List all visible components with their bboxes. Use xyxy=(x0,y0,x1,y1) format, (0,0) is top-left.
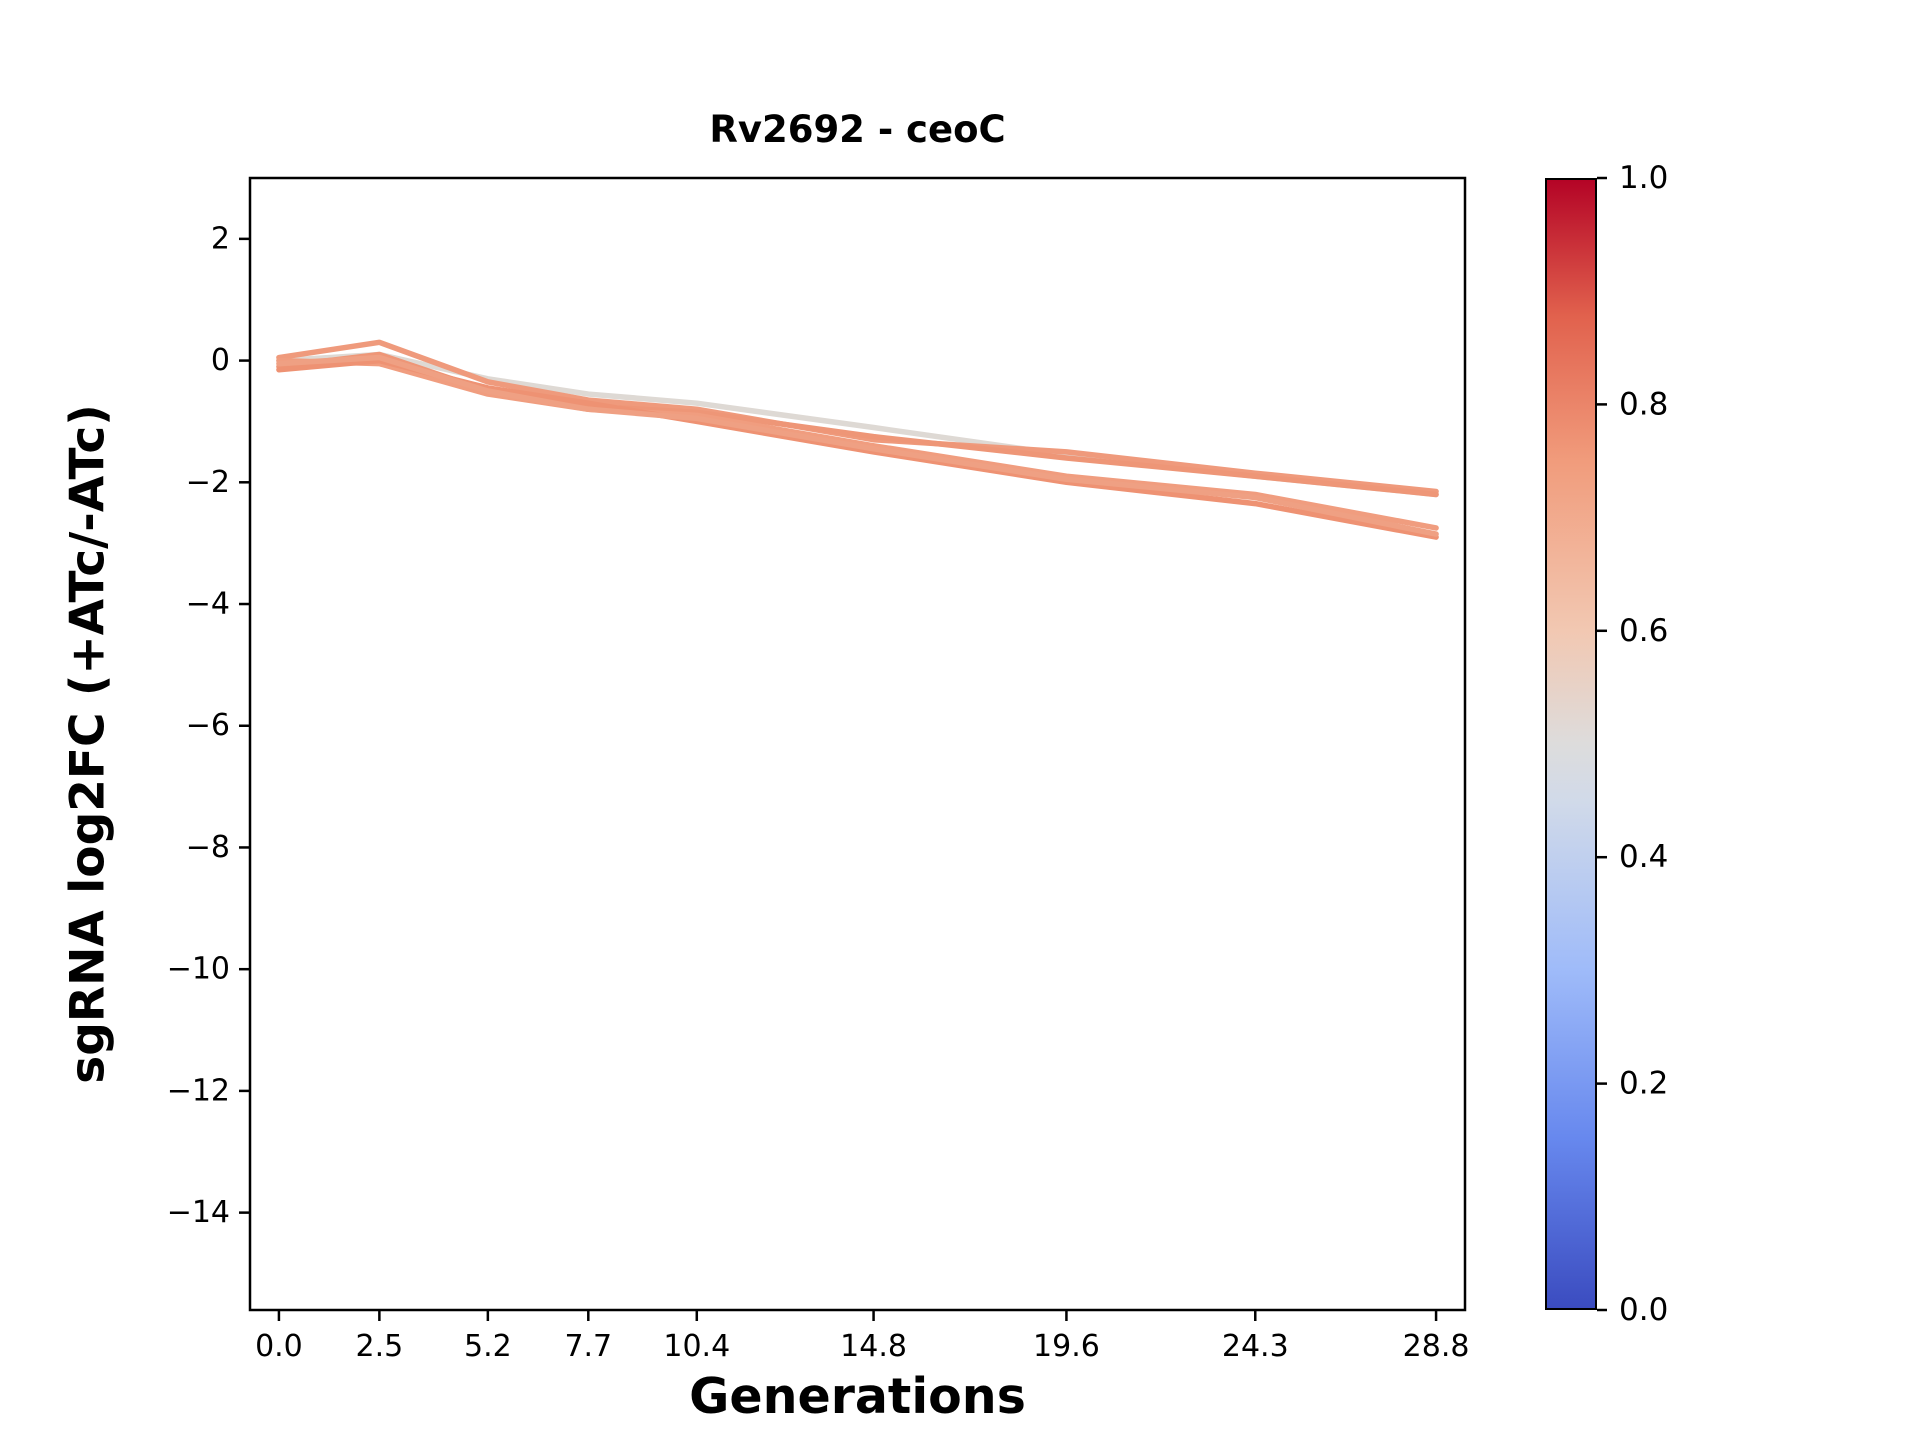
x-tick-label: 14.8 xyxy=(840,1329,907,1364)
colorbar-tick-label: 0.2 xyxy=(1619,1066,1668,1102)
colorbar-tick-label: 1.0 xyxy=(1619,160,1668,196)
colorbar-tick-label: 0.8 xyxy=(1619,386,1668,422)
x-tick-label: 28.8 xyxy=(1403,1329,1470,1364)
y-tick-label: −8 xyxy=(186,830,230,865)
x-tick-label: 19.6 xyxy=(1033,1329,1100,1364)
x-axis-label: Generations xyxy=(689,1368,1026,1425)
x-tick-label: 0.0 xyxy=(255,1329,303,1364)
line-series-4 xyxy=(276,357,1439,531)
line-series-2 xyxy=(276,339,1439,495)
x-tick-label: 5.2 xyxy=(464,1329,512,1364)
x-tick-label: 24.3 xyxy=(1222,1329,1289,1364)
axes-frame xyxy=(248,176,1467,1312)
chart-title: Rv2692 - ceoC xyxy=(709,108,1006,151)
y-tick-label: 0 xyxy=(211,343,230,378)
y-tick-label: −14 xyxy=(167,1195,230,1230)
y-tick-label: −12 xyxy=(167,1073,230,1108)
y-tick-label: −4 xyxy=(186,587,230,622)
colorbar xyxy=(1545,178,1597,1310)
x-tick-label: 10.4 xyxy=(663,1329,730,1364)
x-tick-label: 7.7 xyxy=(564,1329,612,1364)
colorbar-tick-label: 0.4 xyxy=(1619,839,1668,875)
y-tick-label: −6 xyxy=(186,708,230,743)
x-tick-label: 2.5 xyxy=(356,1329,404,1364)
y-tick-label: −2 xyxy=(186,465,230,500)
colorbar-tick-label: 0.0 xyxy=(1619,1292,1668,1328)
y-tick-label: −10 xyxy=(167,952,230,987)
colorbar-tick-label: 0.6 xyxy=(1619,613,1668,649)
y-tick-label: 2 xyxy=(211,221,230,256)
line-series-6 xyxy=(276,354,1439,537)
